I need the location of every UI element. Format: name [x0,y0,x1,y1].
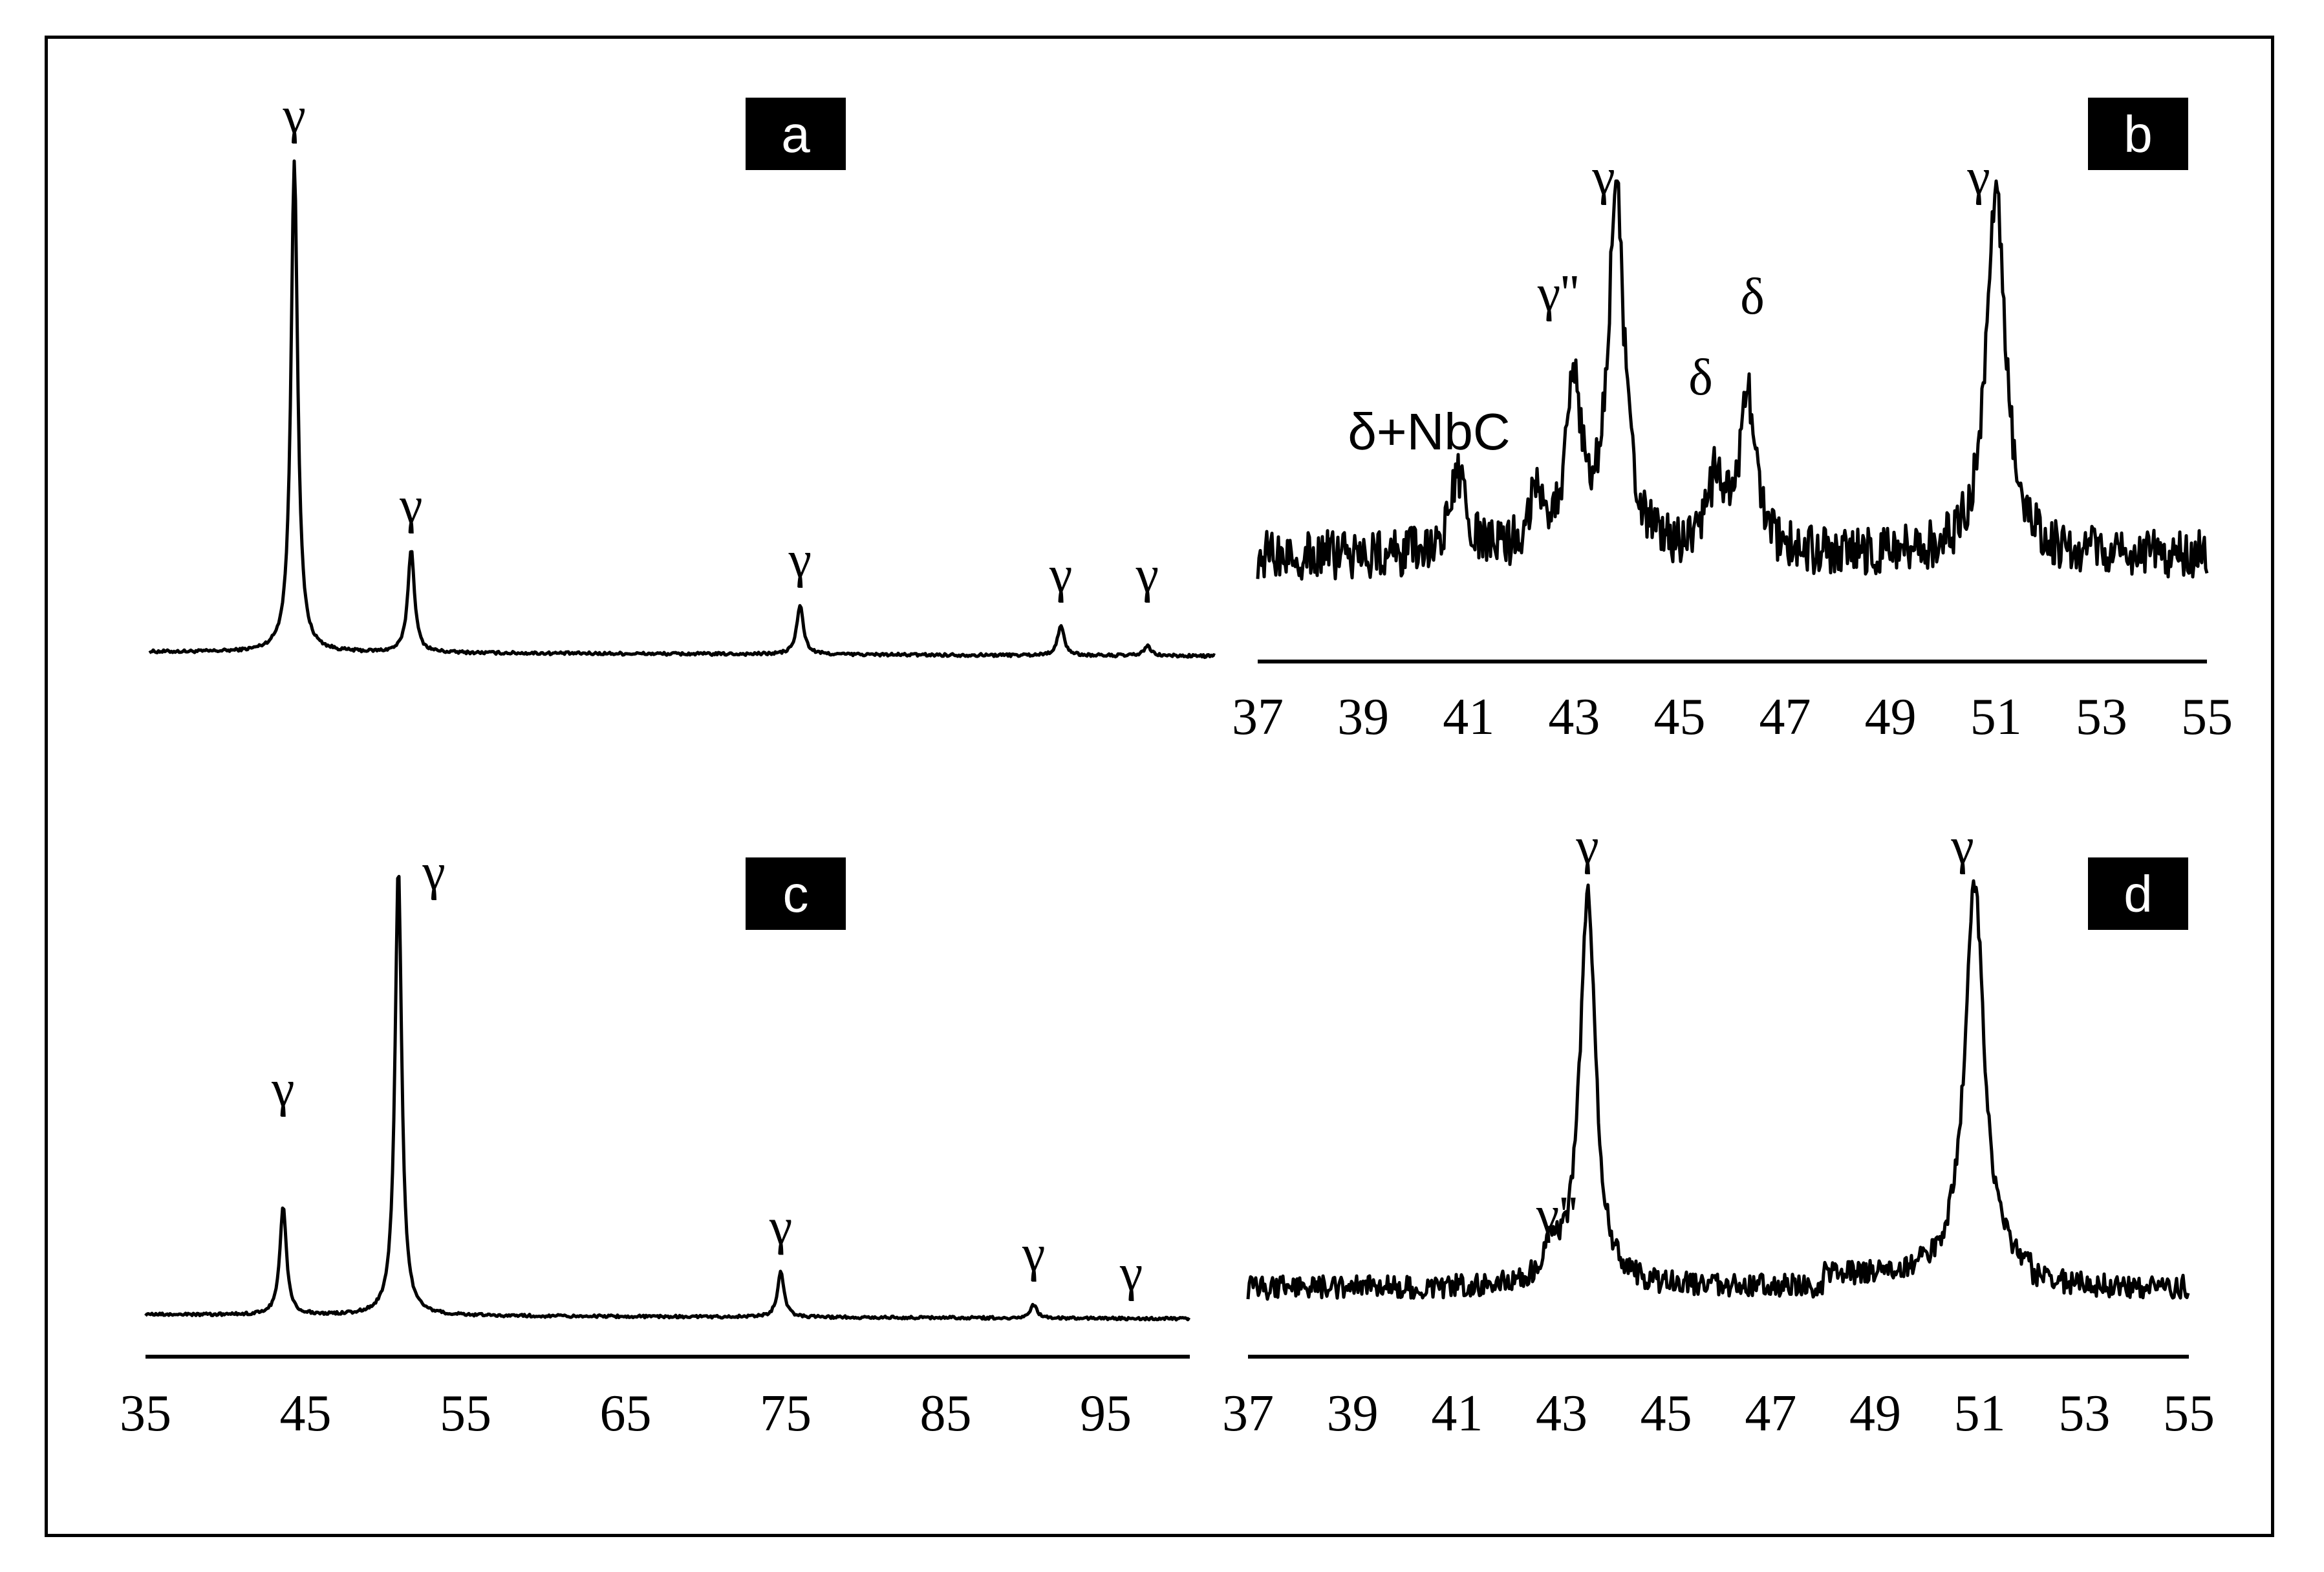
x-tick-label: 53 [2058,1385,2110,1442]
xrd-trace-a [148,159,1216,660]
x-tick-label: 45 [1653,689,1705,746]
peak-label: γ [1575,818,1598,875]
x-tick-label: 51 [1954,1385,2006,1442]
panel-a: γ γ γ γ γ a [148,87,1216,660]
panel-label-box [2088,857,2188,930]
x-tick-label: 39 [1337,689,1389,746]
x-tick-label: 55 [2163,1385,2215,1442]
x-tick-label: 35 [120,1385,171,1442]
peak-label: γ [271,1061,294,1117]
x-tick-label: 49 [1865,689,1917,746]
panel-label: d [2124,865,2153,923]
xrd-trace-b [1256,179,2209,581]
panel-d: γ'' γ γ 37 39 41 43 45 47 49 51 53 55 d [1222,818,2215,1442]
panel-label-box [746,857,846,930]
x-tick-label: 43 [1536,1385,1587,1442]
xrd-trace-c [144,874,1191,1322]
figure-frame [45,36,2274,1537]
peak-label: δ+NbC [1348,403,1510,460]
x-tick-label: 37 [1222,1385,1274,1442]
peak-label: γ [1950,818,1974,875]
xrd-trace-d [1246,879,2190,1301]
x-tick-label: 55 [2181,689,2233,746]
peak-label: γ [788,532,812,588]
x-tick-label: 51 [1970,689,2022,746]
peak-label: δ [1688,349,1713,406]
x-tick-label: 37 [1232,689,1284,746]
panel-label-box [746,98,846,170]
peak-label: δ [1740,268,1765,325]
peak-label: γ [1049,546,1072,603]
x-tick-label: 53 [2076,689,2127,746]
panel-label: a [781,105,810,163]
peak-label: γ [1966,149,1990,206]
x-tick-label: 47 [1745,1385,1796,1442]
x-tick-label: 39 [1327,1385,1379,1442]
x-tick-label: 47 [1759,689,1811,746]
x-tick-label: 41 [1431,1385,1483,1442]
x-tick-label: 49 [1849,1385,1901,1442]
peak-label: γ [1022,1225,1045,1282]
panel-label: c [783,865,809,923]
x-tick-label: 65 [600,1385,652,1442]
x-tick-label: 41 [1443,689,1494,746]
peak-label: γ [1135,546,1159,603]
peak-label: γ [399,477,422,534]
panel-c: γ γ γ γ γ 35 45 55 65 75 85 95 c [120,844,1191,1442]
x-tick-label: 55 [440,1385,491,1442]
panel-label: b [2124,105,2153,163]
x-tick-label: 75 [760,1385,812,1442]
x-tick-label: 45 [1641,1385,1692,1442]
peak-label: γ [769,1199,792,1256]
peak-label: γ [1119,1245,1143,1302]
x-tick-label: 43 [1548,689,1600,746]
peak-label: γ'' [1536,1187,1578,1244]
x-tick-label: 95 [1080,1385,1132,1442]
x-tick-label: 85 [920,1385,972,1442]
peak-label: γ'' [1537,265,1579,322]
peak-label: γ [422,844,445,901]
peak-label: γ [282,87,305,144]
panel-label-box [2088,98,2188,170]
peak-label: γ [1591,149,1615,206]
panel-b: δ+NbC γ'' γ δδ γ 37 39 41 43 45 47 49 51 53 55 b [1232,98,2233,746]
x-tick-label: 45 [280,1385,332,1442]
